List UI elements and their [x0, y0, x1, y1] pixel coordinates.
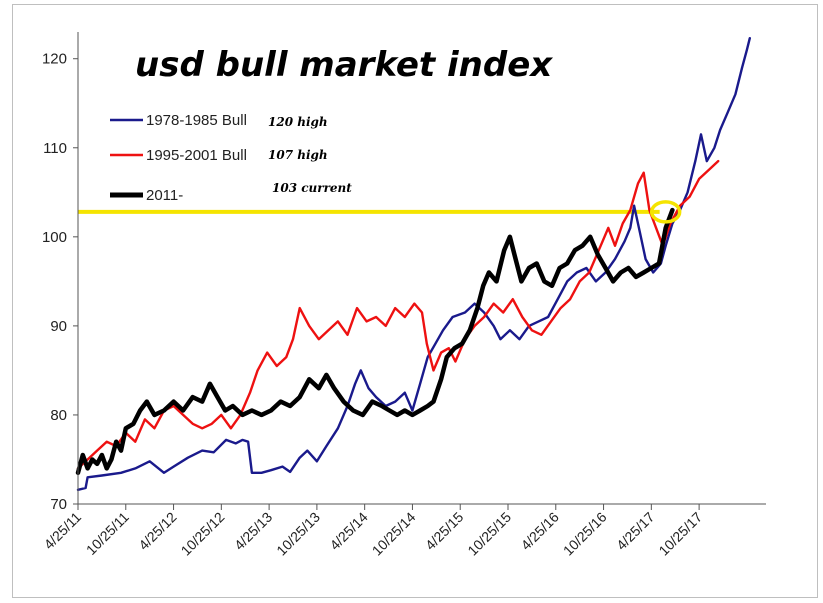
y-tick-label: 80 — [50, 407, 67, 424]
y-tick-label: 120 — [42, 51, 67, 68]
y-tick-label: 100 — [42, 229, 67, 246]
legend-label-3: 2011- — [146, 187, 183, 204]
y-tick-label: 70 — [50, 496, 67, 513]
x-tick-label: 4/25/15 — [422, 509, 466, 553]
highlight-circle — [649, 200, 682, 224]
series-layer — [75, 37, 751, 491]
x-tick-label: 10/25/15 — [464, 509, 514, 559]
x-tick-label: 4/25/12 — [135, 509, 179, 553]
chart-frame — [12, 4, 818, 598]
x-tick-label: 10/25/17 — [655, 509, 705, 559]
x-tick-label: 10/25/16 — [560, 509, 610, 559]
legend-label-2: 1995-2001 Bull — [146, 147, 247, 164]
series-line-1 — [76, 37, 751, 491]
x-tick-label: 10/25/13 — [273, 509, 323, 559]
y-tick-label: 110 — [43, 140, 67, 157]
annotation-2: 107 high — [268, 148, 328, 162]
x-tick-label: 10/25/12 — [178, 509, 228, 559]
series-line-3 — [75, 207, 675, 476]
series-line-2 — [76, 159, 720, 470]
x-tick-label: 4/25/13 — [231, 509, 275, 553]
annotation-3: 103 current — [272, 181, 352, 195]
y-tick-label: 90 — [50, 318, 67, 335]
annotation-1: 120 high — [268, 115, 328, 129]
x-tick-label: 10/25/14 — [369, 509, 419, 559]
x-tick-label: 4/25/11 — [41, 509, 85, 553]
x-tick-label: 10/25/11 — [83, 509, 132, 558]
legend-label-1: 1978-1985 Bull — [146, 112, 247, 129]
x-tick-label: 4/25/16 — [518, 509, 562, 553]
x-tick-label: 4/25/14 — [326, 509, 370, 553]
x-tick-label: 4/25/17 — [613, 509, 657, 553]
chart-title: usd bull market index — [135, 45, 553, 85]
legend: 1978-1985 Bull 120 high 1995-2001 Bull 107 … — [110, 112, 352, 204]
